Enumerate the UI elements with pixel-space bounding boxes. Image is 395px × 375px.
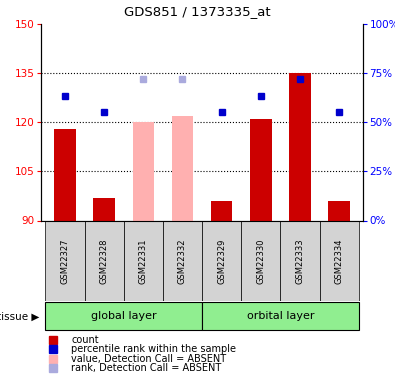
Bar [54, 129, 76, 220]
Text: GSM22332: GSM22332 [178, 238, 187, 284]
Bar [280, 220, 320, 301]
Bar [133, 122, 154, 220]
Bar [85, 220, 124, 301]
Bar [289, 73, 311, 220]
Text: value, Detection Call = ABSENT: value, Detection Call = ABSENT [71, 354, 226, 364]
Bar [250, 119, 271, 220]
Bar [202, 220, 241, 301]
Text: GSM22330: GSM22330 [256, 238, 265, 284]
Bar [45, 220, 85, 301]
Text: GSM22333: GSM22333 [295, 238, 305, 284]
Text: GSM22331: GSM22331 [139, 238, 148, 284]
Bar [172, 116, 193, 220]
Bar [124, 220, 163, 301]
Bar [328, 201, 350, 220]
Text: rank, Detection Call = ABSENT: rank, Detection Call = ABSENT [71, 363, 221, 373]
Text: orbital layer: orbital layer [246, 311, 314, 321]
Text: GDS851 / 1373335_at: GDS851 / 1373335_at [124, 5, 271, 18]
Bar [45, 302, 202, 330]
Bar [93, 198, 115, 220]
Bar [320, 220, 359, 301]
Text: GSM22328: GSM22328 [100, 238, 109, 284]
Bar [211, 201, 232, 220]
Bar [202, 302, 359, 330]
Text: tissue ▶: tissue ▶ [0, 312, 40, 321]
Text: GSM22329: GSM22329 [217, 238, 226, 284]
Bar [163, 220, 202, 301]
Bar [241, 220, 280, 301]
Text: count: count [71, 334, 99, 345]
Text: percentile rank within the sample: percentile rank within the sample [71, 344, 236, 354]
Text: GSM22327: GSM22327 [60, 238, 70, 284]
Text: global layer: global layer [91, 311, 156, 321]
Text: GSM22334: GSM22334 [335, 238, 344, 284]
